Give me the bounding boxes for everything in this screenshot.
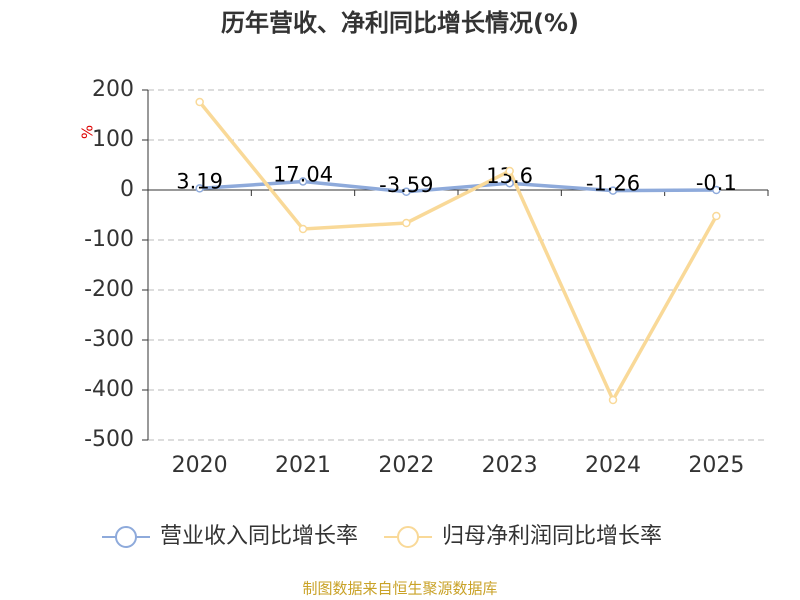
series-line (198, 100, 718, 404)
data-point (195, 184, 204, 193)
legend-marker (115, 526, 137, 548)
y-tick-label: 100 (92, 127, 134, 152)
data-point (608, 186, 618, 195)
data-label: -3.59 (379, 173, 433, 197)
x-tick-label: 2022 (378, 453, 434, 478)
x-tick-label: 2020 (172, 453, 228, 478)
data-label: 17.04 (273, 162, 333, 186)
data-point (298, 224, 308, 234)
legend-label: 营业收入同比增长率 (160, 524, 358, 549)
data-label: -0.1 (696, 171, 737, 195)
data-point (505, 178, 514, 188)
data-point (608, 395, 618, 405)
y-axis-label: % (79, 125, 97, 139)
data-point (712, 211, 721, 221)
data-point (402, 218, 411, 228)
data-point (298, 177, 308, 186)
y-tick-label: -100 (84, 227, 134, 252)
y-tick-label: 200 (92, 77, 134, 102)
data-point (402, 187, 411, 197)
data-label: -1.26 (586, 172, 640, 196)
y-tick-label: -200 (84, 277, 134, 302)
source-note: 制图数据来自恒生聚源数据库 (302, 580, 497, 598)
y-tick-label: 0 (120, 177, 134, 202)
legend-marker (397, 526, 420, 548)
data-label: 3.19 (176, 169, 223, 193)
chart-title: 历年营收、净利同比增长情况(%) (221, 9, 579, 37)
series-line (199, 179, 717, 194)
x-tick-label: 2021 (275, 453, 331, 478)
x-tick-label: 2024 (585, 453, 641, 478)
data-point (505, 166, 514, 176)
data-point (195, 97, 204, 107)
legend-label: 归母净利润同比增长率 (442, 524, 662, 549)
data-point (712, 185, 721, 195)
y-tick-label: -300 (84, 327, 134, 352)
x-tick-label: 2025 (688, 453, 744, 478)
x-tick-label: 2023 (482, 453, 538, 478)
y-tick-label: -500 (84, 427, 134, 452)
y-tick-label: -400 (84, 377, 134, 402)
